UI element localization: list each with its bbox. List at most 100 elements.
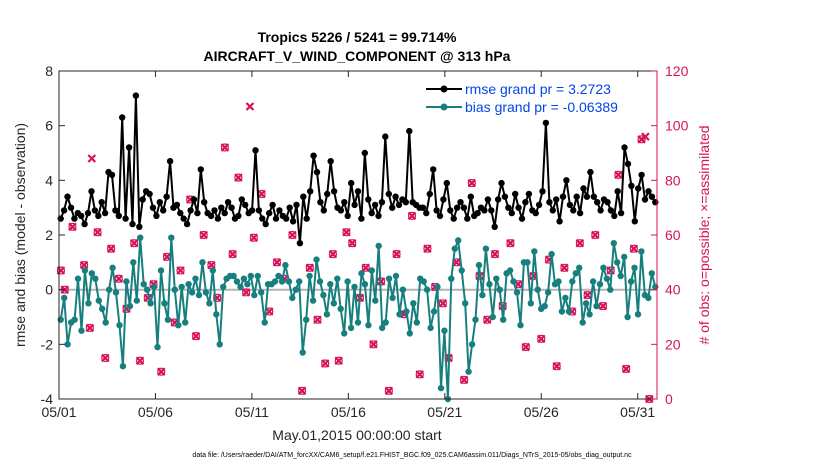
- rmse-point: [624, 160, 632, 168]
- obs-possible-point: [537, 334, 546, 343]
- bias-point: [486, 281, 493, 288]
- bias-point: [593, 302, 600, 310]
- bias-point: [327, 281, 334, 288]
- rmse-point: [392, 193, 399, 200]
- bias-point: [607, 286, 614, 293]
- bias-point: [206, 300, 213, 307]
- bias-point: [323, 311, 331, 318]
- obs-assimilated-stroke-b: [415, 370, 425, 379]
- rmse-point: [447, 207, 454, 214]
- bias-point: [472, 316, 479, 323]
- rmse-point: [95, 212, 102, 220]
- bias-point: [157, 267, 165, 274]
- obs-possible-point: [321, 359, 330, 368]
- bias-point: [334, 275, 341, 282]
- rmse-point: [484, 196, 492, 203]
- bias-point: [240, 275, 248, 282]
- bias-point: [271, 278, 279, 285]
- rmse-point: [453, 204, 461, 211]
- rmse-point: [201, 199, 208, 206]
- obs-assimilated-stroke-b: [68, 222, 77, 232]
- obs-possible-point: [384, 386, 393, 395]
- bias-point: [303, 316, 310, 323]
- obs-assimilated-stroke-b: [575, 238, 585, 248]
- rmse-point: [101, 209, 109, 217]
- rmse-point: [491, 223, 498, 230]
- rmse-point: [252, 147, 259, 154]
- obs-assimilated-stroke-b: [101, 353, 110, 363]
- rmse-point: [652, 199, 659, 206]
- rmse-point: [375, 212, 382, 220]
- obs-assimilated-point: [241, 288, 251, 297]
- rmse-point: [553, 196, 560, 203]
- obs-assimilated-point: [361, 263, 370, 273]
- obs-assimilated-point: [114, 274, 124, 284]
- obs-assimilated-stroke-b: [521, 342, 531, 352]
- obs-assimilated-point: [629, 244, 639, 253]
- rmse-point: [129, 220, 136, 228]
- obs-assimilated-stroke-b: [207, 260, 216, 270]
- obs-possible-point: [191, 332, 201, 341]
- x-tick-label: 05/06: [138, 404, 173, 420]
- obs-assimilated-point: [101, 353, 110, 363]
- bias-point: [562, 294, 569, 302]
- bias-point: [437, 384, 445, 392]
- rmse-point: [436, 212, 444, 220]
- obs-assimilated-point: [264, 307, 274, 316]
- bias-point: [74, 275, 82, 282]
- bias-point: [140, 281, 147, 288]
- obs-possible-point: [490, 250, 500, 259]
- obs-assimilated-stroke-b: [452, 258, 461, 267]
- bias-point: [57, 316, 64, 323]
- obs-assimilated-point: [641, 132, 650, 141]
- bias-point: [634, 311, 642, 318]
- x-tick-label: 05/21: [427, 404, 462, 420]
- bias-point: [413, 319, 420, 326]
- obs-assimilated-point: [334, 356, 343, 366]
- obs-possible-point: [328, 250, 338, 259]
- x-axis: 05/01 05/06 05/11 05/16 05/21 05/26 05/31: [41, 71, 655, 420]
- rmse-point: [450, 215, 457, 222]
- obs-possible-point: [93, 228, 102, 237]
- bias-point: [392, 272, 400, 280]
- rmse-point: [539, 188, 546, 195]
- obs-assimilated-point: [482, 315, 492, 325]
- obs-possible-point: [56, 266, 66, 275]
- x-axis-label: May.01,2015 00:00:00 start: [272, 427, 442, 443]
- obs-assimilated-point: [272, 258, 282, 267]
- bias-point: [482, 245, 490, 252]
- rmse-point: [365, 196, 372, 203]
- bias-point: [382, 319, 389, 326]
- obs-assimilated-point: [328, 249, 338, 259]
- rmse-point: [512, 190, 519, 198]
- rmse-point: [368, 209, 375, 217]
- rmse-point: [132, 92, 140, 99]
- rmse-point: [218, 204, 225, 211]
- bias-point: [462, 300, 469, 307]
- bias-point: [220, 283, 227, 291]
- obs-assimilated-point: [313, 315, 322, 325]
- y-axis-left-label: rmse and bias (model - observation): [12, 123, 28, 347]
- rmse-point: [498, 179, 505, 187]
- x-tick-label: 05/26: [524, 404, 559, 420]
- bias-point: [375, 242, 382, 250]
- bias-point: [468, 341, 476, 348]
- obs-assimilated-point: [249, 233, 259, 243]
- bias-point: [278, 278, 286, 285]
- rmse-point: [255, 207, 263, 214]
- obs-possible-point: [591, 230, 600, 240]
- obs-possible-point: [114, 274, 123, 283]
- obs-possible-point: [220, 143, 229, 152]
- obs-assimilated-point: [407, 211, 417, 221]
- obs-assimilated-stroke-b: [272, 258, 282, 267]
- bias-point: [309, 297, 317, 304]
- rmse-point: [197, 166, 204, 173]
- bias-point: [614, 259, 621, 266]
- rmse-point: [597, 207, 604, 214]
- obs-assimilated-point: [191, 331, 201, 341]
- rmse-point: [542, 119, 550, 127]
- bias-point: [213, 311, 220, 318]
- bias-point: [178, 283, 185, 291]
- bias-point: [202, 289, 210, 296]
- obs-assimilated-stroke-b: [328, 249, 338, 259]
